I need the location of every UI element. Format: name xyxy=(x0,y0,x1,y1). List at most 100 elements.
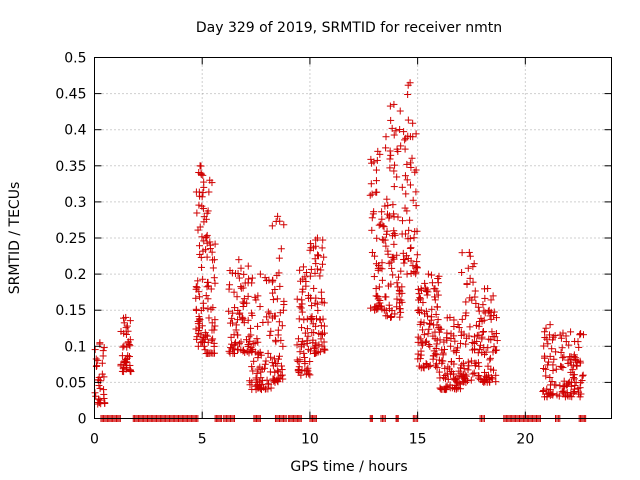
data-point xyxy=(543,385,551,393)
data-point xyxy=(207,305,215,313)
data-point xyxy=(278,362,286,370)
data-point xyxy=(560,353,568,361)
data-point xyxy=(415,296,423,304)
data-point xyxy=(401,136,409,144)
data-point xyxy=(406,133,414,141)
data-point xyxy=(444,363,452,371)
data-point xyxy=(273,295,281,303)
data-point xyxy=(117,327,125,335)
data-point xyxy=(431,296,439,304)
data-point xyxy=(382,293,390,301)
data-point xyxy=(492,371,500,379)
data-point xyxy=(375,221,383,229)
data-point xyxy=(280,221,288,229)
data-point xyxy=(278,322,286,330)
data-point xyxy=(401,230,409,238)
data-point xyxy=(239,347,247,355)
data-point xyxy=(318,298,326,306)
data-point xyxy=(119,343,127,351)
data-point xyxy=(298,288,306,296)
data-point xyxy=(447,342,455,350)
data-point xyxy=(484,371,492,379)
data-point xyxy=(254,365,262,373)
data-point xyxy=(386,102,394,110)
data-point xyxy=(417,285,425,293)
data-point xyxy=(267,353,275,361)
data-point xyxy=(382,144,390,152)
data-point xyxy=(457,339,465,347)
data-point xyxy=(465,248,473,256)
data-point xyxy=(443,336,451,344)
data-point xyxy=(409,262,417,270)
data-point xyxy=(203,209,211,217)
data-point xyxy=(479,328,487,336)
data-point xyxy=(474,349,482,357)
data-point xyxy=(466,274,474,282)
data-point xyxy=(124,339,132,347)
data-point xyxy=(91,346,99,354)
data-point xyxy=(209,335,217,343)
data-point xyxy=(252,296,260,304)
data-point xyxy=(277,336,285,344)
data-point xyxy=(552,365,560,373)
data-point xyxy=(464,366,472,374)
data-point xyxy=(294,365,302,373)
data-point xyxy=(296,348,304,356)
data-point xyxy=(247,324,255,332)
data-point xyxy=(94,356,102,364)
data-point xyxy=(438,357,446,365)
data-point xyxy=(430,285,438,293)
data-point xyxy=(394,283,402,291)
data-point xyxy=(393,145,401,153)
data-point xyxy=(462,298,470,306)
data-point xyxy=(541,328,549,336)
data-point xyxy=(415,290,423,298)
data-point xyxy=(387,116,395,124)
data-point xyxy=(307,347,315,355)
data-point xyxy=(559,354,567,362)
data-point xyxy=(117,362,125,370)
data-point xyxy=(577,359,585,367)
data-point xyxy=(315,252,323,260)
data-point xyxy=(261,360,269,368)
data-point xyxy=(400,128,408,136)
data-point xyxy=(393,303,401,311)
data-point xyxy=(404,91,412,99)
data-point xyxy=(248,309,256,317)
data-point xyxy=(390,100,398,108)
data-point xyxy=(200,178,208,186)
data-point xyxy=(192,283,200,291)
data-point xyxy=(235,274,243,282)
data-point xyxy=(489,292,497,300)
data-point xyxy=(317,322,325,330)
data-point xyxy=(402,190,410,198)
data-point xyxy=(300,349,308,357)
data-point xyxy=(457,331,465,339)
data-point xyxy=(225,285,233,293)
data-point xyxy=(269,296,277,304)
data-point xyxy=(316,348,324,356)
data-point xyxy=(542,372,550,380)
data-point xyxy=(376,220,384,228)
data-point xyxy=(549,391,557,399)
data-point xyxy=(406,79,414,87)
data-point xyxy=(484,344,492,352)
data-point xyxy=(274,378,282,386)
data-point xyxy=(208,248,216,256)
data-point xyxy=(424,330,432,338)
data-point xyxy=(228,340,236,348)
data-point xyxy=(476,376,484,384)
data-point xyxy=(241,279,249,287)
data-point xyxy=(202,331,210,339)
axis-ticks: 0 0.05 0.1 0.15 0.2 0.25 0.3 0.35 0.4 0.45 0.5 0 5 10… xyxy=(55,51,612,448)
data-point xyxy=(91,389,99,397)
data-point xyxy=(466,252,474,260)
data-point xyxy=(248,279,256,287)
data-point xyxy=(371,252,379,260)
data-point xyxy=(269,276,277,284)
data-point xyxy=(566,378,574,386)
data-point xyxy=(306,272,314,280)
data-point xyxy=(486,356,494,364)
data-point xyxy=(308,313,316,321)
data-point xyxy=(548,378,556,386)
